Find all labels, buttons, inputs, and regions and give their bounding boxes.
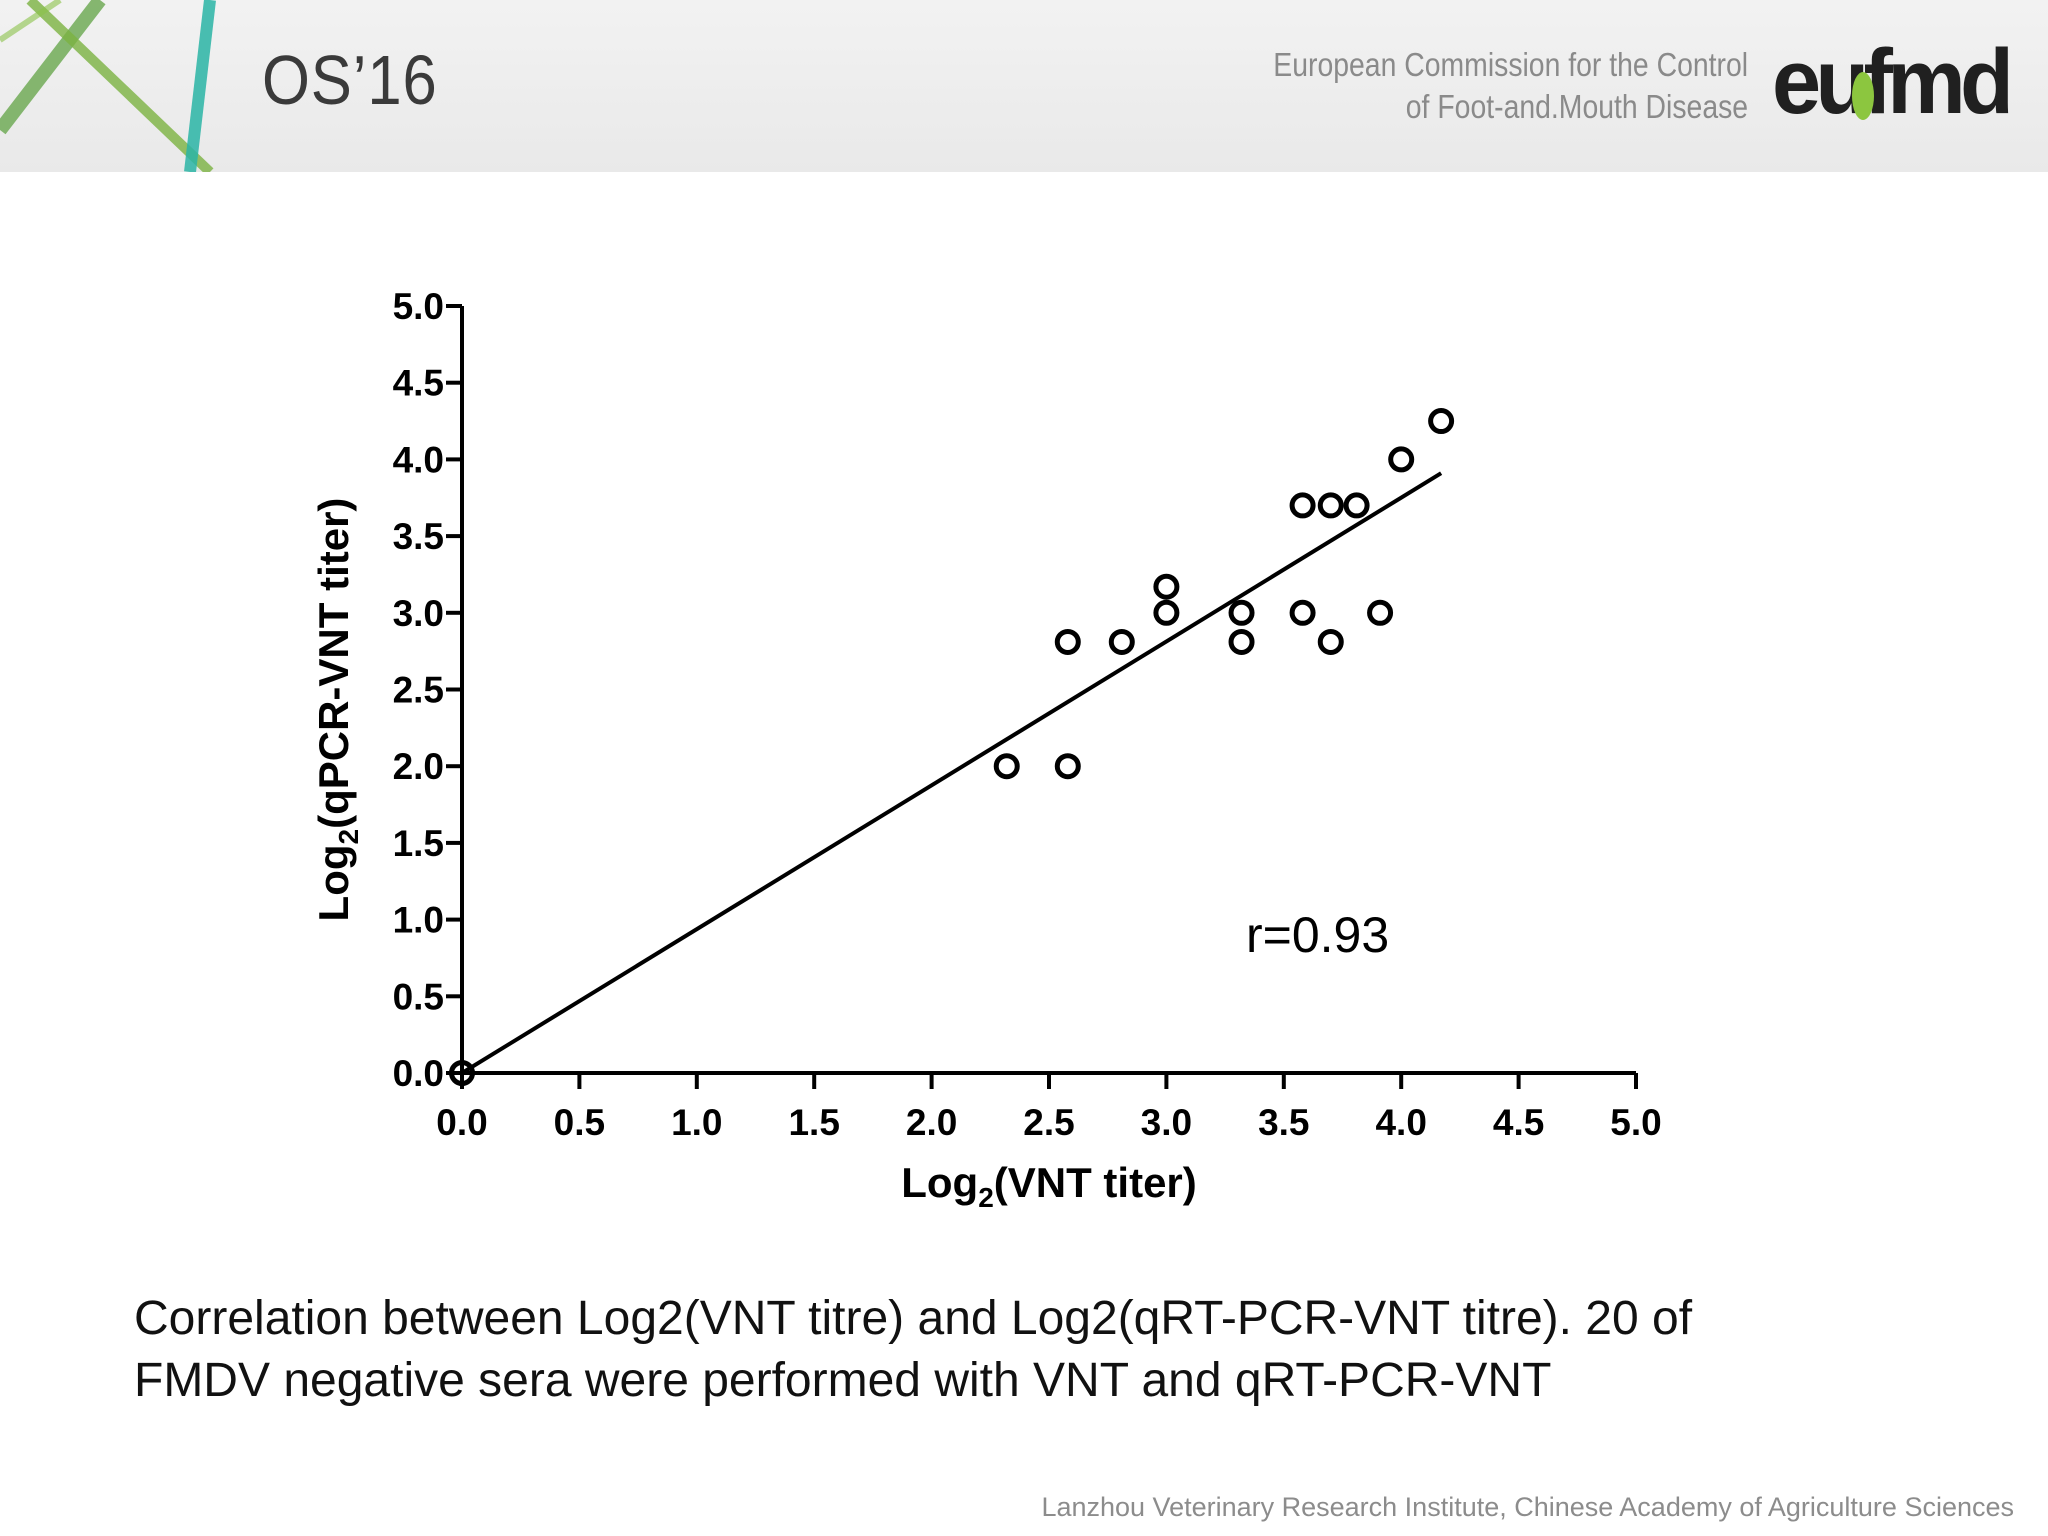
- data-point: [1289, 492, 1316, 519]
- data-point-marker: [1317, 628, 1344, 655]
- eufmd-logo: eufmd: [1772, 30, 2018, 135]
- scatter-chart: 0.0 0.5 1.0 1.5 2.0 2.5 3.0 3.5 4.0 4.5 5.0 0.0 0.5 1…: [310, 286, 1662, 1213]
- data-point-marker: [1367, 599, 1394, 626]
- data-point: [1054, 628, 1081, 655]
- data-point-marker: [1153, 573, 1180, 600]
- data-point: [1367, 599, 1394, 626]
- data-point-marker: [993, 753, 1020, 780]
- x-tick-label: 0.0: [436, 1102, 487, 1143]
- x-tick-label: 2.0: [906, 1102, 957, 1143]
- x-tick-label: 0.5: [554, 1102, 605, 1143]
- data-point: [1289, 599, 1316, 626]
- y-tick-label: 4.0: [393, 439, 444, 480]
- y-tick-label: 5.0: [393, 286, 444, 327]
- data-point: [1428, 408, 1455, 435]
- data-point: [1228, 628, 1255, 655]
- data-point: [993, 753, 1020, 780]
- y-tick-label: 3.5: [393, 516, 444, 557]
- institution-credit: Lanzhou Veterinary Research Institute, C…: [1041, 1492, 2014, 1522]
- leaf-icon: [1852, 72, 1874, 120]
- x-tick-label: 4.5: [1493, 1102, 1544, 1143]
- data-point-marker: [1054, 753, 1081, 780]
- data-point-marker: [1289, 492, 1316, 519]
- x-tick-label: 2.5: [1023, 1102, 1074, 1143]
- logo-text: eufmd: [1772, 31, 2014, 133]
- slide-code: OS’16: [262, 41, 438, 119]
- data-point: [1108, 628, 1135, 655]
- data-point-marker: [1153, 599, 1180, 626]
- y-tick-label: 1.0: [393, 900, 444, 941]
- data-point: [1317, 492, 1344, 519]
- decorative-lines: [0, 0, 216, 172]
- data-point: [1317, 628, 1344, 655]
- data-point-marker: [1228, 599, 1255, 626]
- org-line-2: of Foot-and.Mouth Disease: [1405, 88, 1748, 125]
- regression-line: [460, 471, 1443, 1075]
- data-point-marker: [1317, 492, 1344, 519]
- figure-caption: Correlation between Log2(VNT titre) and …: [134, 1288, 1934, 1412]
- data-point-marker: [1388, 446, 1415, 473]
- data-point: [1153, 599, 1180, 626]
- data-point-marker: [1228, 628, 1255, 655]
- y-axis-title: Log2(qPCR-VNT titer): [310, 498, 364, 922]
- y-tick-label: 3.0: [393, 593, 444, 634]
- data-point: [1153, 573, 1180, 600]
- y-tick-label: 2.0: [393, 746, 444, 787]
- data-point: [1228, 599, 1255, 626]
- x-axis-title: Log2(VNT titer): [901, 1159, 1197, 1213]
- y-tick-label: 2.5: [393, 670, 444, 711]
- data-point: [1388, 446, 1415, 473]
- correlation-annotation: r=0.93: [1246, 907, 1389, 963]
- y-tick-label: 0.5: [393, 976, 444, 1017]
- organization-name: European Commission for the Control of F…: [1196, 44, 1748, 128]
- x-tick-label: 1.5: [788, 1102, 839, 1143]
- data-point: [449, 1060, 475, 1086]
- data-point: [1343, 492, 1370, 519]
- org-line-1: European Commission for the Control: [1273, 46, 1748, 83]
- x-tick-label: 4.0: [1375, 1102, 1426, 1143]
- data-point-marker: [1054, 628, 1081, 655]
- y-tick-label: 0.0: [393, 1053, 444, 1094]
- x-tick-label: 3.5: [1258, 1102, 1309, 1143]
- caption-line-2: FMDV negative sera were performed with V…: [134, 1354, 1552, 1407]
- slide-header: OS’16 European Commission for the Contro…: [0, 0, 2048, 172]
- y-tick-label: 1.5: [393, 823, 444, 864]
- data-point-marker: [1428, 408, 1455, 435]
- data-point-marker: [1343, 492, 1370, 519]
- x-tick-label: 3.0: [1141, 1102, 1192, 1143]
- caption-line-1: Correlation between Log2(VNT titre) and …: [134, 1292, 1693, 1345]
- data-point-marker: [449, 1060, 475, 1086]
- x-tick-label: 1.0: [671, 1102, 722, 1143]
- x-tick-label: 5.0: [1610, 1102, 1661, 1143]
- data-point-marker: [1289, 599, 1316, 626]
- data-point-marker: [1108, 628, 1135, 655]
- data-point: [1054, 753, 1081, 780]
- y-tick-label: 4.5: [393, 363, 444, 404]
